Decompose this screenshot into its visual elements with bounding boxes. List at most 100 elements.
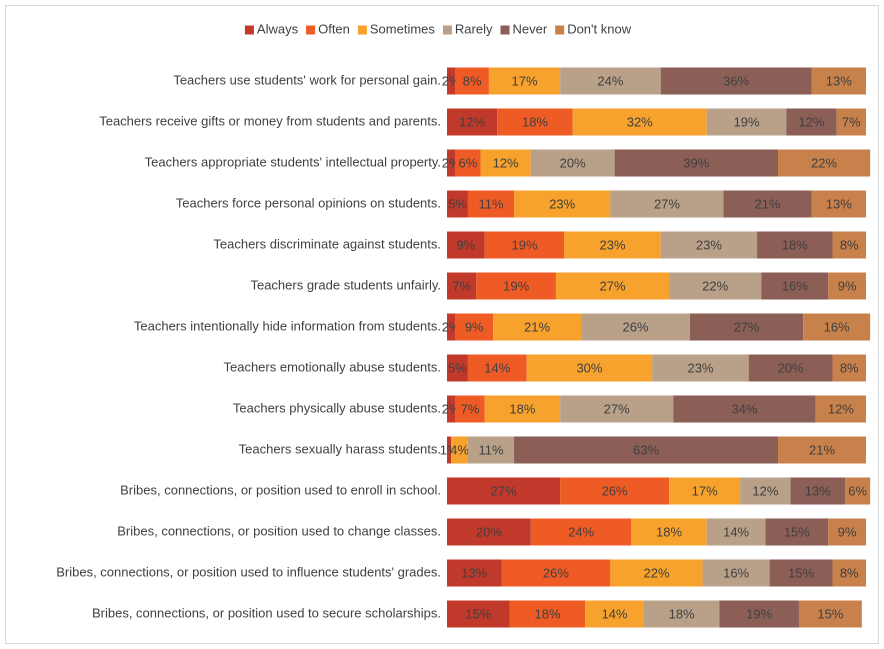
data-label: 27% [491,483,517,498]
bar-segment [484,395,561,423]
bar-segment [501,559,611,587]
bar-segment [740,477,791,505]
data-label: 12% [828,401,854,416]
bar-segment [488,67,561,95]
data-label: 23% [696,237,722,252]
data-label: 12% [799,114,825,129]
bar-segment [564,231,661,259]
legend-swatch [306,25,316,35]
data-label: 20% [476,524,502,539]
bar-segment [560,477,670,505]
bar-segment [719,600,799,628]
bar-segment [467,354,527,382]
bar-segment [832,354,866,382]
bar-segment [723,190,812,218]
data-label: 16% [782,278,808,293]
legend-label: Rarely [455,21,493,36]
bar-segment [811,190,866,218]
bar-segment [447,518,531,546]
bar-segment [572,108,707,136]
y-tick-label: Teachers force personal opinions on stud… [176,195,441,210]
bar-segment [769,559,833,587]
data-label: 5% [448,196,467,211]
bar-segment [631,518,707,546]
data-label: 19% [503,278,529,293]
data-label: 22% [702,278,728,293]
data-label: 18% [509,401,535,416]
data-label: 8% [840,237,859,252]
data-label: 24% [568,524,594,539]
bar-segment [845,477,871,505]
y-tick-label: Teachers physically abuse students. [233,400,441,415]
data-label: 21% [809,442,835,457]
data-label: 13% [805,483,831,498]
bar-segment [447,231,485,259]
bar-segment [447,436,452,464]
y-tick-label: Teachers intentionally hide information … [134,318,441,333]
y-tick-label: Bribes, connections, or position used to… [120,482,441,497]
data-label: 12% [459,114,485,129]
bar-segment [555,272,670,300]
bar-segment [455,67,489,95]
bar-segment [476,272,556,300]
data-label: 14% [602,606,628,621]
bar-segment [811,67,866,95]
y-tick-label: Teachers discriminate against students. [213,236,441,251]
data-label: 18% [669,606,695,621]
legend-label: Don't know [567,21,632,36]
data-label: 12% [752,483,778,498]
legend-swatch [500,25,510,35]
bar-segment [447,354,468,382]
y-tick-label: Teachers emotionally abuse students. [223,359,441,374]
bar-segment [690,313,804,341]
data-label: 13% [826,73,852,88]
data-label: 9% [838,524,857,539]
bar-segment [514,436,779,464]
bar-segment [509,600,586,628]
data-label: 23% [549,196,575,211]
data-label: 18% [782,237,808,252]
data-label: 7% [842,114,861,129]
bar-segment [652,354,749,382]
data-label: 11% [478,196,503,211]
bar-segment [803,313,871,341]
data-label: 9% [465,319,484,334]
data-label: 13% [461,565,487,580]
bar-segment [836,108,866,136]
bar-segment [778,436,866,464]
bar-segment [610,190,724,218]
y-tick-label: Teachers use students' work for personal… [173,72,441,87]
bar-segment [761,272,829,300]
data-label: 26% [602,483,628,498]
bar-segment [778,149,871,177]
bar-segment [790,477,846,505]
bar-segment [669,272,762,300]
data-label: 7% [461,401,480,416]
bar-segment [447,108,498,136]
bar-segment [455,313,494,341]
bar-segment [447,600,510,628]
data-label: 23% [687,360,713,375]
data-label: 8% [463,73,482,88]
data-label: 19% [746,606,772,621]
data-label: 15% [817,606,843,621]
data-label: 27% [604,401,630,416]
bar-segment [514,190,611,218]
legend-swatch [442,25,452,35]
bar-segment [581,313,691,341]
data-label: 27% [654,196,680,211]
bar-segment [447,67,456,95]
bar-segment [455,149,481,177]
bar-segment [467,436,515,464]
data-label: 17% [511,73,537,88]
bar-segment [480,149,531,177]
data-label: 15% [784,524,810,539]
data-label: 8% [840,565,859,580]
data-label: 18% [522,114,548,129]
data-label: 14% [484,360,510,375]
data-label: 4% [450,442,469,457]
bar-segment [765,518,829,546]
data-label: 17% [692,483,718,498]
data-label: 36% [723,73,749,88]
